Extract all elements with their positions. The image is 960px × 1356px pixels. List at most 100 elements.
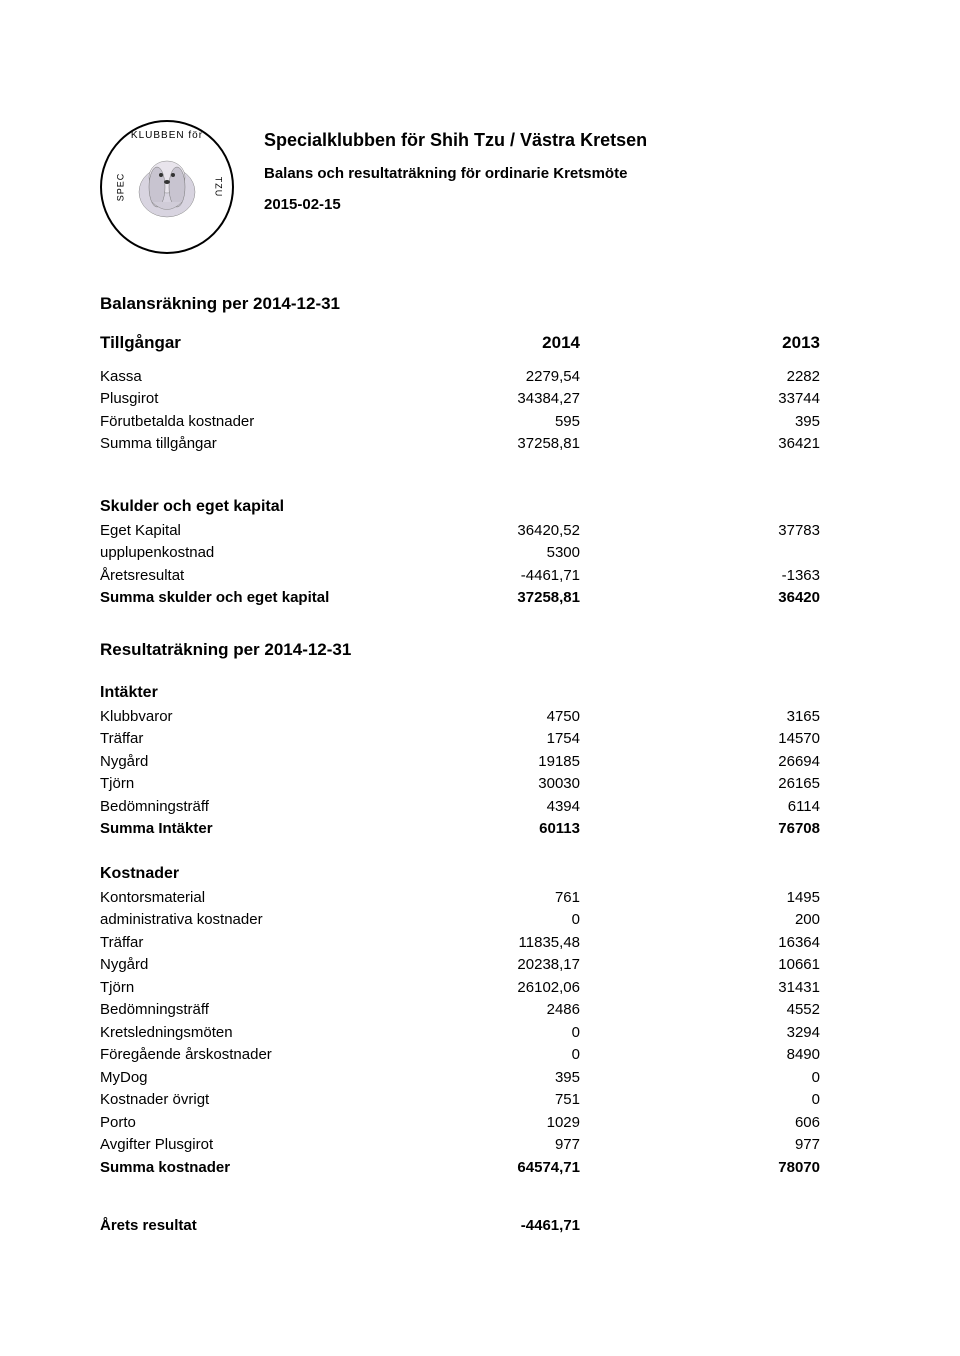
table-row: administrativa kostnader0200 <box>100 909 860 932</box>
row-2013: 6114 <box>580 796 860 819</box>
row-label: Plusgirot <box>100 388 400 411</box>
row-label: Kassa <box>100 366 400 389</box>
table-row: Träffar11835,4816364 <box>100 932 860 955</box>
row-2014: 37258,81 <box>400 587 580 610</box>
row-label: Kontorsmaterial <box>100 887 400 910</box>
row-2013: 2282 <box>580 366 860 389</box>
row-2013: 3294 <box>580 1022 860 1045</box>
row-label: Förutbetalda kostnader <box>100 411 400 434</box>
row-2014: 60113 <box>400 818 580 841</box>
arets-resultat-label: Årets resultat <box>100 1215 400 1238</box>
skulder-table: Eget Kapital36420,5237783upplupenkostnad… <box>100 520 860 610</box>
col-2014: 2014 <box>400 330 580 356</box>
row-2013: 4552 <box>580 999 860 1022</box>
row-2014: 1754 <box>400 728 580 751</box>
kostnader-table: Kontorsmaterial7611495administrativa kos… <box>100 887 860 1180</box>
row-2013: 977 <box>580 1134 860 1157</box>
row-2014: 2486 <box>400 999 580 1022</box>
row-2013: 10661 <box>580 954 860 977</box>
row-2013: 26694 <box>580 751 860 774</box>
row-2013: 1495 <box>580 887 860 910</box>
table-row: Nygård20238,1710661 <box>100 954 860 977</box>
row-2014: 395 <box>400 1067 580 1090</box>
table-row: Eget Kapital36420,5237783 <box>100 520 860 543</box>
result-heading: Resultaträkning per 2014-12-31 <box>100 640 860 660</box>
row-label: Föregående årskostnader <box>100 1044 400 1067</box>
row-2013: 0 <box>580 1067 860 1090</box>
logo-arc-text: KLUBBEN för <box>102 130 232 141</box>
row-label: Summa skulder och eget kapital <box>100 587 400 610</box>
table-row: Bedömningsträff24864552 <box>100 999 860 1022</box>
table-row: Summa kostnader64574,7178070 <box>100 1157 860 1180</box>
row-label: Summa kostnader <box>100 1157 400 1180</box>
club-logo: KLUBBEN för SPEC TZU <box>100 120 234 254</box>
row-2014: 4750 <box>400 706 580 729</box>
logo-right-text: TZU <box>213 177 223 198</box>
row-2013: 16364 <box>580 932 860 955</box>
row-2013: 8490 <box>580 1044 860 1067</box>
row-2014: 5300 <box>400 542 580 565</box>
table-row: Tjörn3003026165 <box>100 773 860 796</box>
col-2013: 2013 <box>580 330 860 356</box>
kostnader-heading: Kostnader <box>100 865 860 883</box>
row-2014: 64574,71 <box>400 1157 580 1180</box>
row-2014: 4394 <box>400 796 580 819</box>
row-2014: 0 <box>400 1022 580 1045</box>
table-row: Tjörn26102,0631431 <box>100 977 860 1000</box>
table-row: Porto1029606 <box>100 1112 860 1135</box>
row-label: Summa tillgångar <box>100 433 400 456</box>
logo-left-text: SPEC <box>115 173 125 202</box>
row-2014: 2279,54 <box>400 366 580 389</box>
tillgangar-table: Tillgångar 2014 2013 Kassa2279,542282 Plu… <box>100 330 860 456</box>
row-label: Tjörn <box>100 977 400 1000</box>
table-row: Förutbetalda kostnader595395 <box>100 411 860 434</box>
row-2013: 31431 <box>580 977 860 1000</box>
row-label: Eget Kapital <box>100 520 400 543</box>
row-2014: 11835,48 <box>400 932 580 955</box>
row-label: Nygård <box>100 954 400 977</box>
table-row: Bedömningsträff43946114 <box>100 796 860 819</box>
row-2014: -4461,71 <box>400 565 580 588</box>
row-label: Träffar <box>100 728 400 751</box>
row-2014: 761 <box>400 887 580 910</box>
row-label: Avgifter Plusgirot <box>100 1134 400 1157</box>
row-2014: 26102,06 <box>400 977 580 1000</box>
table-row: Summa Intäkter6011376708 <box>100 818 860 841</box>
row-2013: 395 <box>580 411 860 434</box>
row-label: Bedömningsträff <box>100 796 400 819</box>
row-label: upplupenkostnad <box>100 542 400 565</box>
row-2013: 0 <box>580 1089 860 1112</box>
row-2014: 34384,27 <box>400 388 580 411</box>
row-label: Tjörn <box>100 773 400 796</box>
row-label: Bedömningsträff <box>100 999 400 1022</box>
row-label: administrativa kostnader <box>100 909 400 932</box>
row-2013: 33744 <box>580 388 860 411</box>
table-row: Summa skulder och eget kapital37258,8136… <box>100 587 860 610</box>
row-2013: 3165 <box>580 706 860 729</box>
document-header: KLUBBEN för SPEC TZU Specialklubben för … <box>100 120 860 254</box>
row-2014: 36420,52 <box>400 520 580 543</box>
document-date: 2015-02-15 <box>264 196 647 213</box>
table-row: Föregående årskostnader08490 <box>100 1044 860 1067</box>
row-label: Summa Intäkter <box>100 818 400 841</box>
skulder-heading: Skulder och eget kapital <box>100 498 860 516</box>
table-row: Åretsresultat-4461,71-1363 <box>100 565 860 588</box>
arets-resultat-2013 <box>580 1215 860 1238</box>
arets-resultat-2014: -4461,71 <box>400 1215 580 1238</box>
row-2014: 595 <box>400 411 580 434</box>
balance-heading: Balansräkning per 2014-12-31 <box>100 294 860 314</box>
column-headers: Tillgångar 2014 2013 <box>100 330 860 356</box>
table-row: Summa tillgångar37258,8136421 <box>100 433 860 456</box>
table-row: upplupenkostnad5300 <box>100 542 860 565</box>
document-title: Specialklubben för Shih Tzu / Västra Kre… <box>264 130 647 151</box>
row-2013: 78070 <box>580 1157 860 1180</box>
row-2013: -1363 <box>580 565 860 588</box>
arets-resultat-row: Årets resultat -4461,71 <box>100 1215 860 1238</box>
row-2013 <box>580 542 860 565</box>
table-row: Kostnader övrigt7510 <box>100 1089 860 1112</box>
document-subtitle: Balans och resultaträkning för ordinarie… <box>264 165 647 182</box>
row-2014: 37258,81 <box>400 433 580 456</box>
row-label: Klubbvaror <box>100 706 400 729</box>
row-label: Kostnader övrigt <box>100 1089 400 1112</box>
table-row: Träffar175414570 <box>100 728 860 751</box>
